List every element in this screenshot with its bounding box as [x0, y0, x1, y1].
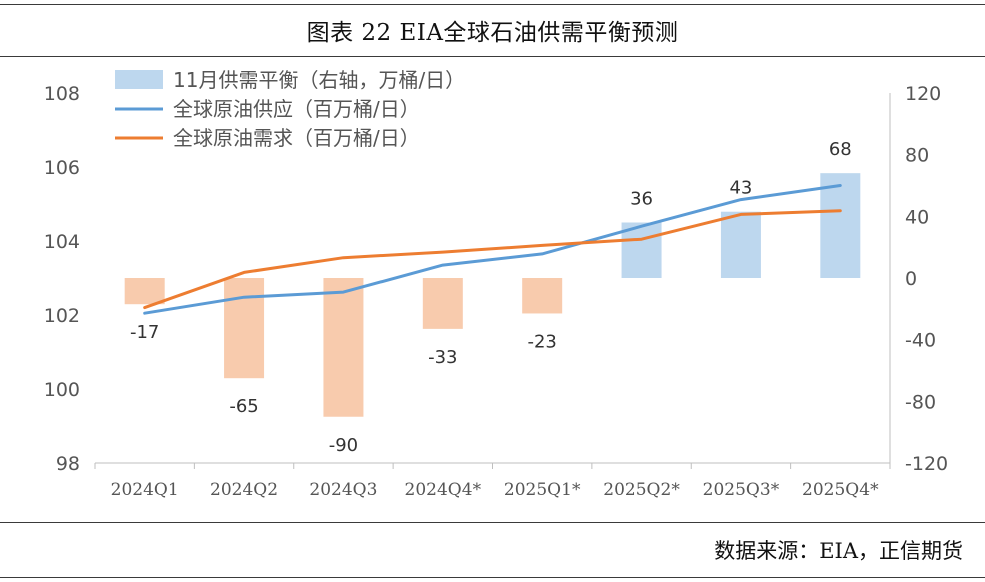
bar-data-label: -23 [527, 331, 556, 352]
bar-data-label: 36 [630, 189, 653, 210]
bar-data-label: -33 [428, 347, 457, 368]
legend-bar-label: 11月供需平衡（右轴，万桶/日） [173, 68, 465, 92]
left-axis-tick-label: 104 [44, 231, 80, 253]
x-axis-tick-label: 2025Q4* [802, 480, 879, 500]
left-axis-tick-label: 100 [44, 379, 80, 401]
right-axis-tick-label: 120 [905, 83, 941, 105]
x-axis-tick-label: 2025Q2* [603, 480, 680, 500]
bottom-rule [0, 577, 985, 578]
demand-line [143, 209, 842, 310]
chart: 98 100 102 104 106 108 -120 -80 -40 0 40 80 120 2024Q… [44, 68, 948, 500]
x-axis-tick-label: 2025Q1* [504, 480, 581, 500]
legend-supply-label: 全球原油供应（百万桶/日） [173, 97, 420, 121]
top-rule [0, 4, 985, 5]
right-axis-tick-label: -40 [905, 330, 936, 352]
right-axis-tick-label: 40 [905, 206, 929, 228]
bar-data-label: -17 [130, 322, 159, 343]
left-axis-tick-label: 106 [44, 157, 80, 179]
bar-data-label: -65 [229, 396, 258, 417]
left-axis-tick-label: 108 [44, 83, 80, 105]
balance-bar [422, 278, 463, 329]
balance-bar [224, 278, 265, 379]
legend-bar-swatch [115, 70, 163, 89]
balance-bar [522, 278, 563, 314]
left-axis-tick-label: 98 [56, 453, 80, 475]
legend-demand-label: 全球原油需求（百万桶/日） [173, 126, 420, 150]
right-axis-tick-label: 0 [905, 268, 917, 290]
data-labels: -17 -65 -90 -33 -23 36 43 68 [130, 139, 852, 456]
bar-data-label: 68 [829, 139, 852, 160]
bar-series [124, 173, 861, 417]
x-axis-tick-label: 2025Q3* [703, 480, 780, 500]
balance-bar [720, 211, 761, 278]
x-axis-tick-label: 2024Q1 [111, 480, 179, 500]
balance-bar [124, 278, 165, 305]
supply-line [143, 184, 842, 315]
figure-source: 数据来源：EIA，正信期货 [714, 539, 963, 563]
source-rule [0, 522, 985, 523]
bar-data-label: 43 [729, 178, 752, 199]
right-axis-tick-label: -120 [905, 453, 948, 475]
balance-bar [621, 222, 662, 278]
x-axis-tick-label: 2024Q3 [309, 480, 377, 500]
figure-title: 图表 22 EIA全球石油供需平衡预测 [306, 20, 679, 46]
line-series [143, 184, 842, 315]
bar-data-label: -90 [329, 435, 358, 456]
x-axis-tick-label: 2024Q4* [405, 480, 482, 500]
title-rule [0, 56, 985, 57]
legend: 11月供需平衡（右轴，万桶/日） 全球原油供应（百万桶/日） 全球原油需求（百万桶/… [115, 68, 465, 150]
right-axis-tick-label: -80 [905, 391, 936, 413]
balance-bar [820, 173, 861, 278]
x-axis-tick-label: 2024Q2 [210, 480, 278, 500]
balance-bar [323, 278, 364, 417]
left-axis-tick-label: 102 [44, 305, 80, 327]
axes: 98 100 102 104 106 108 -120 -80 -40 0 40 80 120 2024Q… [44, 83, 948, 500]
right-axis-tick-label: 80 [905, 145, 929, 167]
